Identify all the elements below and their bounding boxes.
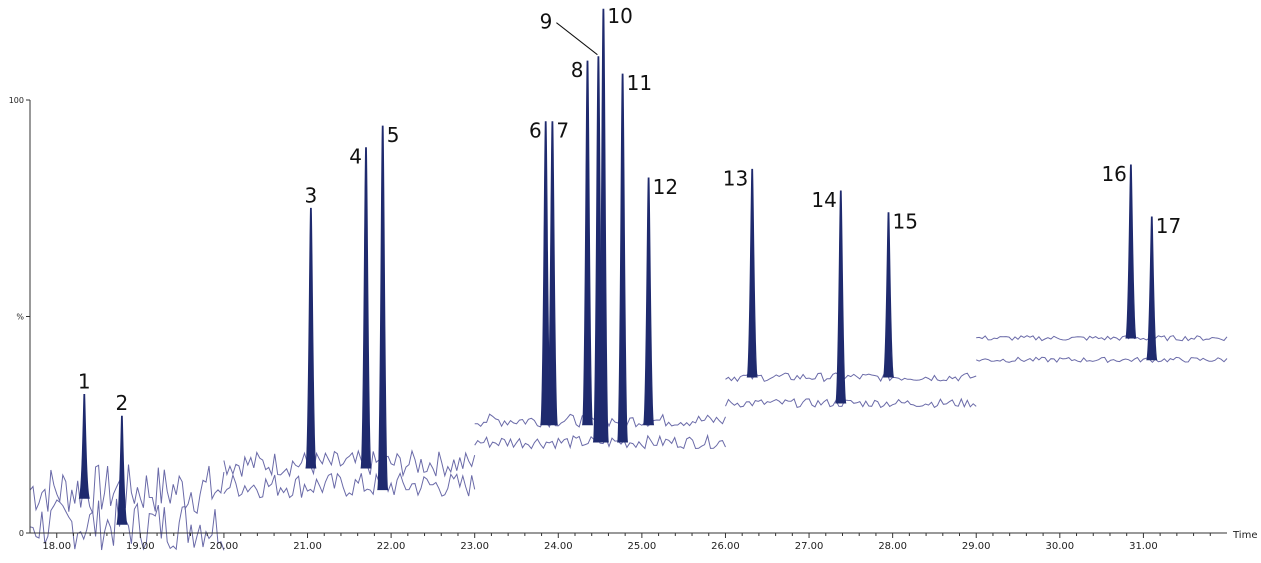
x-tick-label: 21.00 bbox=[293, 541, 322, 552]
peak-label: 8 bbox=[571, 58, 584, 82]
peak-label: 1 bbox=[78, 369, 91, 393]
baseline-trace bbox=[725, 372, 977, 383]
baseline-traces bbox=[29, 335, 1228, 551]
peak-label: 6 bbox=[529, 119, 542, 143]
baseline-trace bbox=[474, 433, 726, 450]
x-tick-label: 19.00 bbox=[126, 541, 155, 552]
peak-8 bbox=[581, 60, 594, 426]
peak-label: 4 bbox=[349, 145, 362, 169]
peak-label: 15 bbox=[893, 210, 918, 234]
x-axis-title: Time bbox=[1232, 530, 1257, 541]
peak-label: 5 bbox=[387, 123, 400, 147]
peak-9-leader-line bbox=[556, 22, 598, 56]
peak-17 bbox=[1146, 216, 1158, 361]
peak-label: 12 bbox=[653, 175, 678, 199]
peak-label: 17 bbox=[1156, 214, 1181, 238]
peak-4 bbox=[360, 147, 372, 469]
x-tick-label: 24.00 bbox=[544, 541, 573, 552]
peak-label: 10 bbox=[607, 4, 632, 28]
baseline-trace bbox=[976, 356, 1228, 364]
peak-16 bbox=[1125, 164, 1137, 339]
peak-3 bbox=[305, 207, 317, 469]
peak-label: 3 bbox=[305, 183, 318, 207]
peak-label: 13 bbox=[723, 166, 748, 190]
peaks bbox=[78, 8, 1158, 525]
peak-label: 2 bbox=[116, 391, 129, 415]
baseline-trace bbox=[223, 449, 476, 478]
x-tick-label: 29.00 bbox=[962, 541, 991, 552]
peak-label: 14 bbox=[811, 188, 836, 212]
peak-5 bbox=[377, 125, 389, 491]
x-tick-label: 28.00 bbox=[878, 541, 907, 552]
peak-14 bbox=[835, 190, 847, 404]
x-tick-label: 22.00 bbox=[377, 541, 406, 552]
x-tick-label: 18.00 bbox=[42, 541, 71, 552]
x-ticks: 18.00 19.00 20.00 21.00 22.00 23.00 24.00 25.00… bbox=[42, 533, 1211, 552]
y-tick-label: 0 bbox=[19, 529, 24, 538]
peak-10 bbox=[597, 8, 609, 443]
y-tick-label: % bbox=[16, 313, 24, 322]
baseline-trace bbox=[29, 464, 225, 515]
y-tick-label: 100 bbox=[9, 96, 24, 105]
baseline-trace bbox=[976, 335, 1228, 342]
axes: Time bbox=[29, 100, 1257, 541]
x-tick-label: 27.00 bbox=[795, 541, 824, 552]
peak-15 bbox=[882, 212, 895, 378]
y-ticks: 0% 100 bbox=[9, 96, 30, 538]
peak-12 bbox=[643, 177, 655, 426]
peak-11 bbox=[617, 73, 629, 443]
x-tick-label: 31.00 bbox=[1129, 541, 1158, 552]
peak-7 bbox=[546, 121, 558, 426]
peak-2 bbox=[116, 415, 128, 525]
x-tick-label: 23.00 bbox=[460, 541, 489, 552]
peak-label: 11 bbox=[627, 71, 652, 95]
peak-label: 16 bbox=[1101, 162, 1126, 186]
baseline-trace bbox=[223, 472, 476, 499]
peak-13 bbox=[746, 168, 758, 378]
x-tick-label: 20.00 bbox=[210, 541, 239, 552]
baseline-trace bbox=[725, 397, 977, 409]
peak-label: 9 bbox=[540, 10, 553, 34]
x-tick-label: 26.00 bbox=[711, 541, 740, 552]
peak-1 bbox=[78, 394, 90, 499]
peak-label: 7 bbox=[556, 119, 569, 143]
x-tick-label: 25.00 bbox=[628, 541, 657, 552]
x-tick-label: 30.00 bbox=[1046, 541, 1075, 552]
